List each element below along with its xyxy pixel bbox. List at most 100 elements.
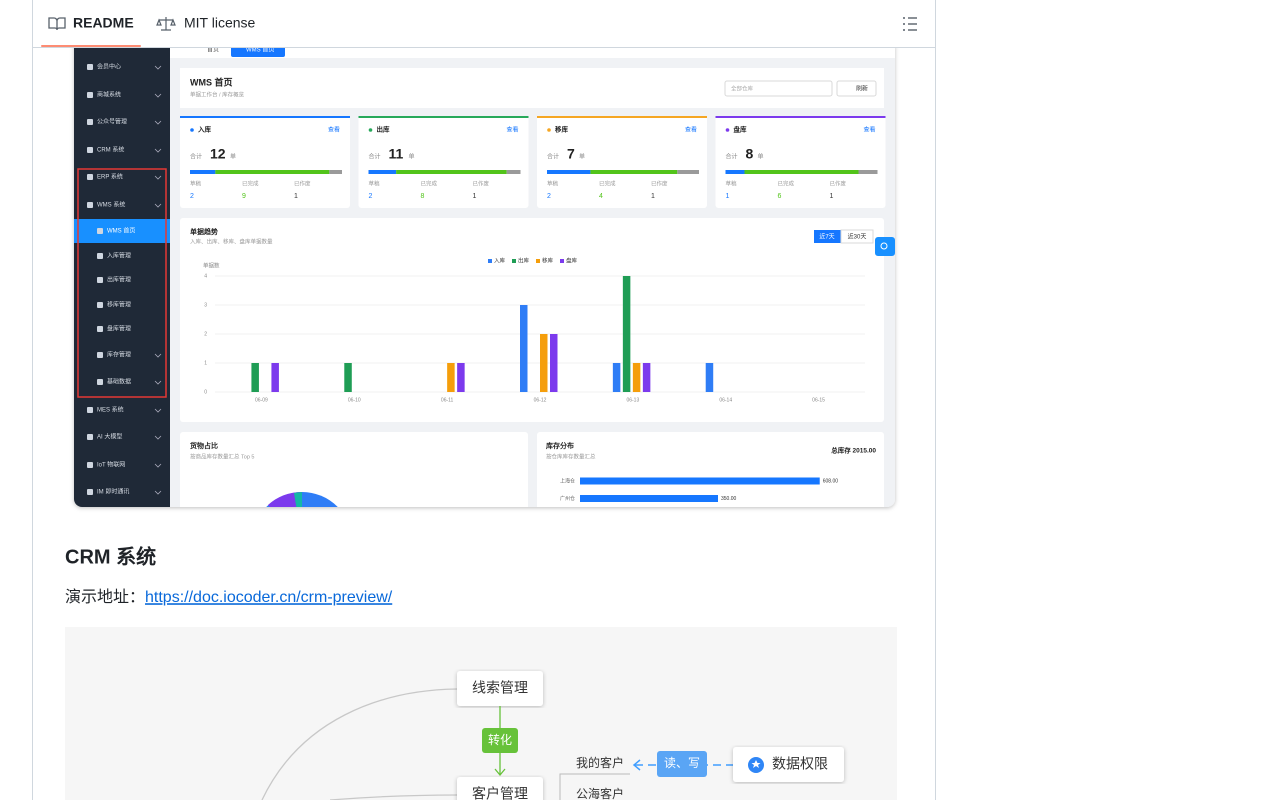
- menu-item: CRM 系统: [97, 146, 124, 154]
- warehouse-select-text[interactable]: 全部仓库: [731, 84, 754, 92]
- menu-icon: [97, 326, 103, 332]
- stat-value: 1: [830, 193, 834, 200]
- total-unit: 单: [409, 153, 415, 161]
- node-label: 数据权限: [772, 756, 828, 772]
- chart-title: 单据趋势: [190, 227, 218, 236]
- stat-value: 2: [547, 193, 551, 200]
- menu-item: 入库管理: [107, 252, 131, 260]
- stat-label: 已作废: [830, 179, 847, 187]
- menu-item: MES 系统: [97, 406, 124, 414]
- stat-value: 2: [190, 193, 194, 200]
- settings-fab[interactable]: [875, 237, 895, 256]
- x-tick-label: 06-09: [255, 397, 268, 403]
- nav-tab: WMS 首页: [246, 46, 274, 54]
- progress-segment: [329, 170, 342, 174]
- highlight-box: [77, 168, 167, 398]
- stat-label: 已完成: [778, 179, 795, 187]
- bar-category: 广州仓: [560, 495, 575, 502]
- bracket: [559, 773, 630, 800]
- x-tick-label: 06-14: [719, 397, 732, 403]
- tab-license[interactable]: MIT license: [184, 15, 256, 31]
- chart-panel: [180, 218, 884, 422]
- demo-link[interactable]: https://doc.iocoder.cn/crm-preview/: [145, 589, 393, 606]
- menu-icon: [87, 407, 93, 413]
- total-unit: 单: [230, 153, 236, 161]
- range-button-active: [814, 230, 841, 243]
- bar: [271, 363, 279, 392]
- menu-icon: [97, 302, 103, 308]
- card-top: [180, 116, 350, 118]
- progress-segment: [590, 170, 678, 174]
- stat-label: 已完成: [421, 179, 438, 187]
- stat-label: 已作废: [651, 179, 668, 187]
- panel-title: 库存分布: [546, 441, 574, 450]
- legend-label: 盘库: [566, 256, 578, 264]
- tab-underline: [41, 45, 141, 47]
- stat-value: 1: [473, 193, 477, 200]
- progress-segment: [677, 170, 699, 174]
- card-top: [537, 116, 707, 118]
- toc-dot: [903, 23, 905, 25]
- stat-label: 已完成: [242, 179, 259, 187]
- y-tick-label: 4: [204, 273, 207, 279]
- menu-chevron: [154, 65, 162, 70]
- stat-value: 6: [778, 193, 782, 200]
- menu-item: ERP 系统: [97, 173, 123, 181]
- bar: [612, 363, 621, 392]
- menu-icon: [87, 174, 93, 180]
- menu-active: [74, 219, 170, 243]
- law-icon: [156, 17, 176, 31]
- panel-subtitle: 按商品库存数量汇总 Top 5: [190, 452, 254, 460]
- total-label: 合计: [369, 153, 381, 161]
- card-top: [358, 116, 529, 118]
- pie-slice: [268, 491, 302, 507]
- card-name: 出库: [377, 125, 391, 134]
- toc-button[interactable]: [903, 17, 917, 31]
- menu-chevron: [154, 203, 162, 208]
- total-stock: 总库存 2015.00: [831, 446, 876, 455]
- tab-readme[interactable]: README: [73, 15, 134, 31]
- page-title: WMS 首页: [190, 76, 233, 87]
- refresh-text[interactable]: 刷新: [856, 85, 868, 93]
- legend-label: 移库: [542, 256, 554, 264]
- total-value: 8: [746, 146, 754, 162]
- stat-value: 8: [421, 193, 425, 200]
- rw-tag: [657, 751, 707, 777]
- menu-chevron: [154, 490, 162, 495]
- stat-value: 1: [294, 193, 298, 200]
- bar-value-label: 350.00: [721, 496, 737, 502]
- y-tick-label: 2: [204, 331, 207, 337]
- stat-value: 1: [651, 193, 655, 200]
- panel-subtitle: 按仓库库存数量汇总: [546, 452, 596, 460]
- book-icon: [48, 17, 66, 31]
- refresh-button: [836, 80, 877, 97]
- menu-item: WMS 首页: [107, 227, 135, 235]
- total-unit: 单: [579, 153, 585, 161]
- menu-chevron: [154, 435, 162, 440]
- panel-title: 货物占比: [189, 441, 218, 450]
- stat-label: 草稿: [726, 179, 738, 187]
- legend-swatch: [560, 259, 564, 263]
- bar: [632, 363, 641, 392]
- card-action[interactable]: 查看: [863, 126, 875, 134]
- stat-card: [358, 116, 529, 208]
- card-dot: [725, 128, 730, 132]
- node-box: [457, 777, 543, 800]
- menu-item: IM 即时通讯: [97, 488, 129, 496]
- menu-chevron: [154, 93, 162, 98]
- node-box: [733, 747, 844, 782]
- convert-tag: [482, 728, 518, 753]
- y-tick-label: 1: [204, 360, 207, 366]
- total-value: 11: [389, 146, 404, 162]
- range-button[interactable]: 近7天: [819, 233, 834, 241]
- sidebar: [74, 40, 170, 507]
- range-button[interactable]: 近30天: [848, 233, 867, 241]
- stat-value: 4: [599, 193, 603, 200]
- bar: [447, 363, 455, 392]
- menu-chevron: [154, 148, 162, 153]
- bar: [457, 363, 465, 392]
- card-action[interactable]: 查看: [328, 126, 340, 134]
- card-action[interactable]: 查看: [685, 126, 697, 134]
- card-action[interactable]: 查看: [506, 126, 518, 134]
